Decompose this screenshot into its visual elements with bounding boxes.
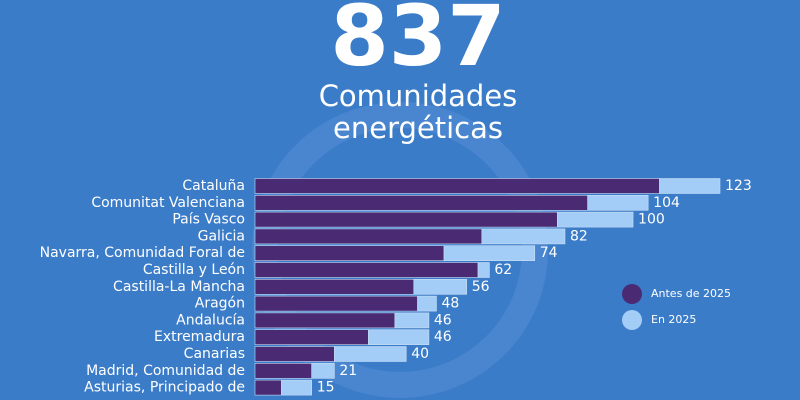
bar-segment [281,379,313,396]
category-label: Comunitat Valenciana [91,195,245,211]
category-label: Castilla y León [143,262,245,278]
bar-segment [587,195,649,211]
bar-segment [659,178,721,194]
category-label: Castilla-La Mancha [113,279,245,295]
bar-segment [311,362,335,379]
bar-segment [254,245,445,261]
bar-segment [417,295,437,312]
category-label: Extremadura [154,329,245,345]
bar-segment [443,245,536,261]
headline: 837 [330,0,505,85]
data-label: 46 [434,329,452,345]
data-label: 62 [494,262,512,278]
bar-segment [481,228,566,245]
category-label: Cataluña [182,178,245,194]
bar-segment [254,211,558,228]
category-label: Asturias, Principado de [84,380,245,396]
data-label: 104 [653,195,680,211]
bar-segment [254,362,313,379]
data-label: 40 [411,346,429,362]
data-label: 15 [317,380,335,396]
bar-segment [413,278,468,295]
bar-segment [557,211,634,228]
category-label: Madrid, Comunidad de [86,363,245,379]
bar-segment [254,329,369,346]
legend-swatch [622,284,642,304]
bar-segment [254,278,415,295]
bar-segment [394,312,430,329]
data-label: 46 [434,312,452,328]
bar-segment [254,195,588,211]
data-label: 74 [540,245,558,261]
data-label: 82 [570,228,588,244]
bar-segment [254,379,282,396]
category-label: Navarra, Comunidad Foral de [40,245,245,261]
category-label: Aragón [195,296,245,312]
category-label: Galicia [198,228,245,244]
category-label: Canarias [184,346,245,362]
data-label: 48 [441,296,459,312]
data-label: 21 [339,363,357,379]
bar-segment [334,346,407,362]
bar-segment [254,346,335,362]
legend-label: Antes de 2025 [651,287,731,300]
data-label: 100 [638,212,665,228]
bar-segment [254,178,660,194]
bar-segment [254,312,396,329]
bar-segment [254,295,418,312]
bar-segment [368,329,430,346]
bar-segment [477,262,490,278]
chart-title: Comunidades energéticas [319,79,518,145]
legend-swatch [622,310,642,330]
data-label: 123 [725,178,752,194]
category-label: Andalucía [176,312,245,328]
bar-segment [254,228,483,245]
data-label: 56 [472,279,490,295]
bar-segment [254,262,479,278]
legend-label: En 2025 [651,313,696,326]
category-label: País Vasco [172,212,245,228]
